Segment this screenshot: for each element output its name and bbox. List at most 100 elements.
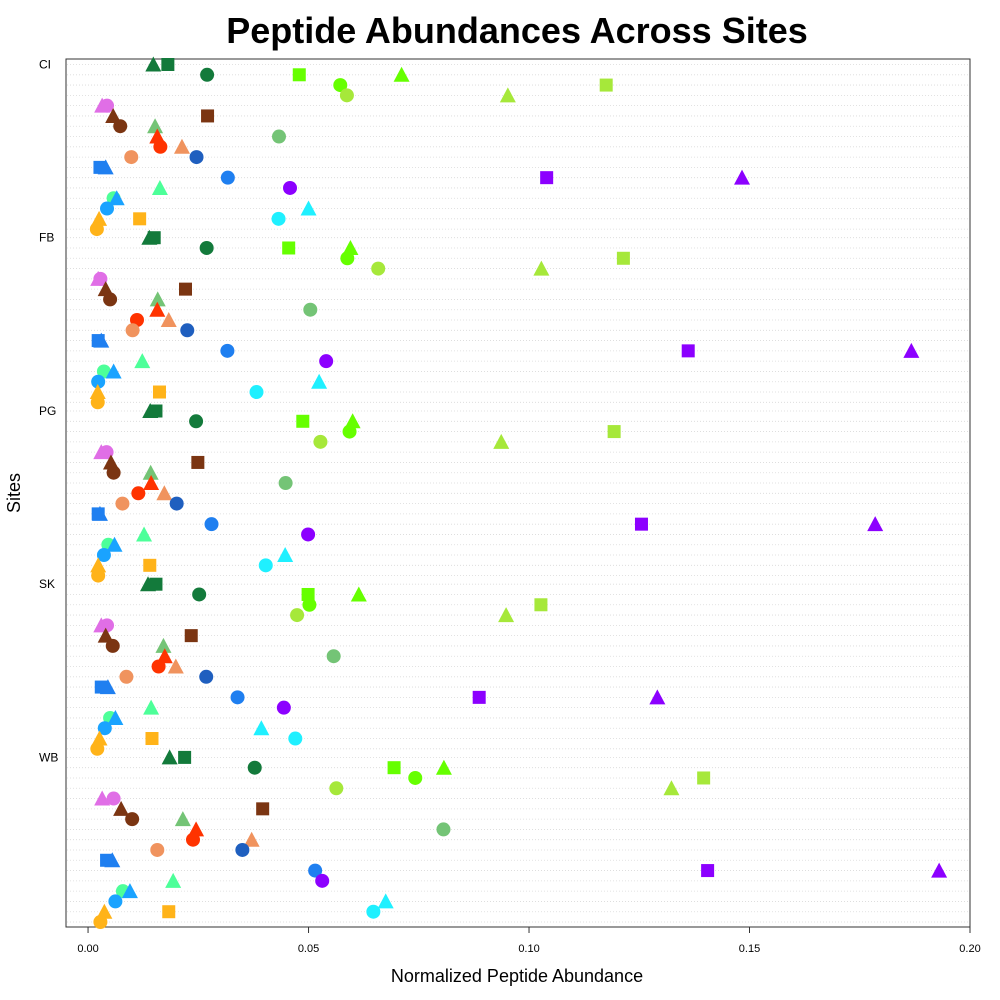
point-ci-square xyxy=(599,78,613,92)
point-sk-triangle xyxy=(97,627,114,643)
point-wb-circle xyxy=(93,915,108,929)
point-wb-triangle xyxy=(165,872,182,888)
point-sk-circle xyxy=(105,638,120,653)
point-fb-circle xyxy=(91,374,106,389)
point-pg-square xyxy=(634,517,648,531)
point-ci-triangle xyxy=(147,118,164,134)
point-pg-circle xyxy=(91,568,106,583)
point-fb-triangle xyxy=(533,260,550,276)
point-ci-circle xyxy=(283,180,298,195)
point-wb-circle xyxy=(235,842,250,857)
point-pg-triangle xyxy=(136,526,153,542)
point-sk-circle xyxy=(302,597,317,612)
point-sk-square xyxy=(301,587,315,601)
point-sk-triangle xyxy=(498,607,515,623)
point-pg-triangle xyxy=(156,485,173,501)
point-wb-triangle xyxy=(113,800,130,816)
point-wb-triangle xyxy=(931,862,948,878)
point-pg-triangle xyxy=(277,547,294,563)
point-pg-square xyxy=(149,404,163,418)
point-pg-circle xyxy=(96,548,111,563)
point-sk-circle xyxy=(290,608,305,623)
point-fb-circle xyxy=(103,292,118,307)
point-wb-square xyxy=(162,905,176,919)
point-wb-triangle xyxy=(188,821,205,837)
point-ci-triangle xyxy=(97,159,114,175)
point-fb-triangle xyxy=(97,281,114,297)
point-fb-square xyxy=(147,231,161,245)
point-wb-square xyxy=(701,864,715,878)
point-sk-circle xyxy=(192,587,207,602)
point-fb-circle xyxy=(303,302,318,317)
point-fb-triangle xyxy=(89,384,106,400)
point-wb-triangle xyxy=(104,852,121,868)
point-ci-square xyxy=(133,212,147,226)
point-pg-triangle xyxy=(106,536,123,552)
point-pg-square xyxy=(296,414,310,428)
point-pg-circle xyxy=(106,465,121,480)
point-pg-circle xyxy=(258,558,273,573)
point-ci-circle xyxy=(271,129,286,144)
point-sk-circle xyxy=(276,700,291,715)
point-pg-circle xyxy=(99,445,114,460)
point-wb-triangle xyxy=(96,903,113,919)
point-sk-circle xyxy=(326,649,341,664)
site-label-ci: CI xyxy=(39,58,51,72)
point-sk-triangle xyxy=(155,637,172,653)
point-sk-triangle xyxy=(253,720,270,736)
y-axis-label: Sites xyxy=(4,473,24,513)
point-wb-triangle xyxy=(243,831,260,847)
site-labels: CI FB PG SK WB xyxy=(39,58,58,765)
point-wb-circle xyxy=(247,760,262,775)
point-sk-triangle xyxy=(649,689,666,705)
point-fb-triangle xyxy=(903,342,920,358)
point-wb-circle xyxy=(329,781,344,796)
point-ci-triangle xyxy=(151,179,168,195)
point-fb-square xyxy=(152,385,166,399)
point-fb-triangle xyxy=(160,312,177,327)
x-tick-label: 0.00 xyxy=(77,943,98,955)
point-ci-circle xyxy=(153,139,168,154)
point-pg-triangle xyxy=(90,557,107,573)
point-sk-square xyxy=(472,690,486,704)
point-pg-circle xyxy=(131,486,146,501)
data-points xyxy=(89,56,948,929)
point-sk-triangle xyxy=(99,679,116,695)
point-ci-circle xyxy=(89,222,104,237)
site-label-sk: SK xyxy=(39,577,55,591)
point-fb-square xyxy=(616,251,630,265)
point-fb-triangle xyxy=(342,239,359,255)
point-ci-circle xyxy=(100,201,115,216)
point-sk-circle xyxy=(90,741,105,756)
point-ci-square xyxy=(201,109,215,123)
point-fb-triangle xyxy=(93,332,110,348)
x-tick-label: 0.15 xyxy=(739,943,760,955)
point-sk-triangle xyxy=(156,648,173,664)
x-axis-label: Normalized Peptide Abundance xyxy=(391,966,643,986)
point-fb-circle xyxy=(220,343,235,358)
point-fb-circle xyxy=(340,251,355,266)
point-pg-square xyxy=(191,455,205,469)
point-wb-triangle xyxy=(435,759,452,775)
point-pg-triangle xyxy=(102,454,119,470)
point-ci-triangle xyxy=(173,138,190,154)
point-ci-triangle xyxy=(499,87,516,103)
point-wb-circle xyxy=(408,770,423,785)
point-ci-triangle xyxy=(734,169,751,185)
chart-title: Peptide Abundances Across Sites xyxy=(226,10,808,51)
point-fb-circle xyxy=(93,271,108,286)
point-sk-circle xyxy=(97,721,112,736)
point-fb-circle xyxy=(125,323,140,338)
point-wb-square xyxy=(178,750,192,764)
site-label-pg: PG xyxy=(39,404,56,418)
point-pg-triangle xyxy=(143,475,160,491)
x-tick-label: 0.05 xyxy=(298,943,319,955)
point-sk-square xyxy=(534,598,548,612)
point-wb-circle xyxy=(125,812,140,827)
point-sk-triangle xyxy=(350,586,367,602)
point-ci-circle xyxy=(200,67,215,82)
point-fb-triangle xyxy=(149,291,166,307)
point-ci-triangle xyxy=(300,200,317,216)
point-sk-square xyxy=(149,577,163,591)
